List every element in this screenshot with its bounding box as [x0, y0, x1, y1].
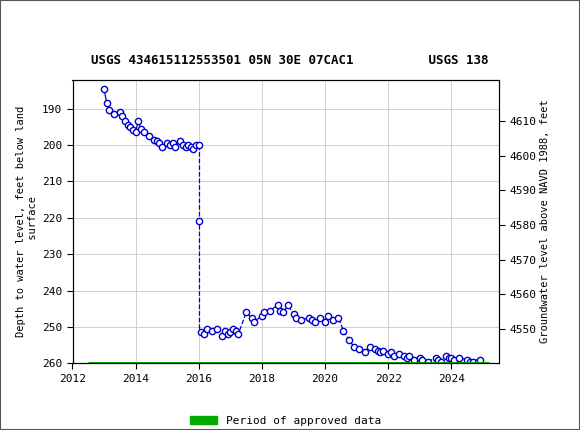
Legend: Period of approved data: Period of approved data	[185, 411, 386, 430]
Y-axis label: Groundwater level above NAVD 1988, feet: Groundwater level above NAVD 1988, feet	[541, 100, 550, 343]
Text: ▒USGS: ▒USGS	[17, 9, 72, 30]
Text: USGS 434615112553501 05N 30E 07CAC1          USGS 138: USGS 434615112553501 05N 30E 07CAC1 USGS…	[91, 54, 489, 67]
Y-axis label: Depth to water level, feet below land
 surface: Depth to water level, feet below land su…	[16, 106, 38, 337]
